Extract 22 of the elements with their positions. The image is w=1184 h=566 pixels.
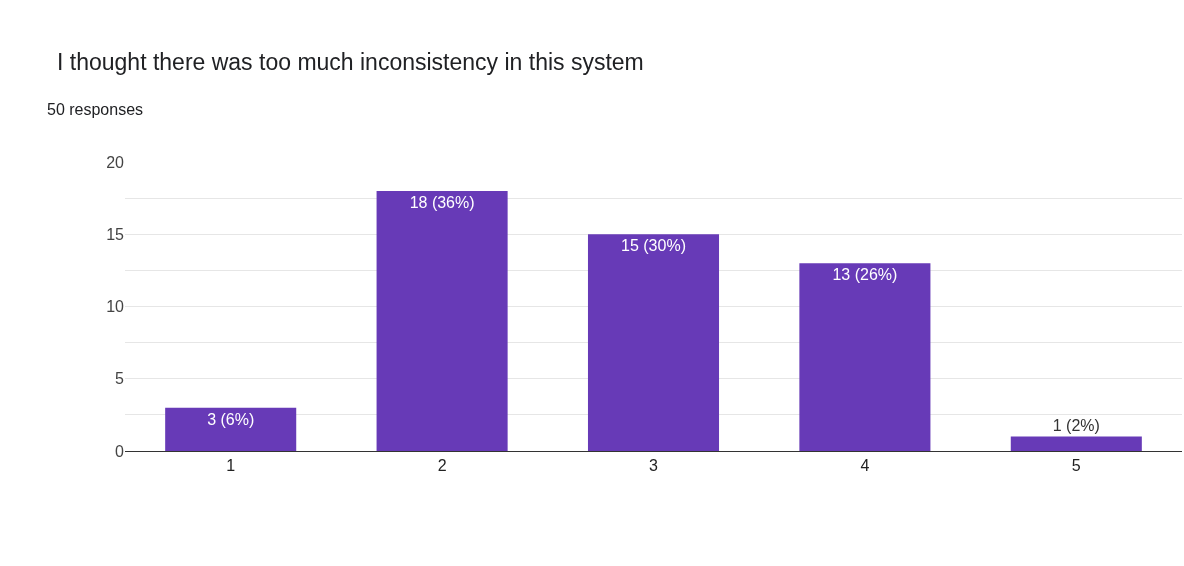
- x-tick-label: 1: [226, 457, 236, 475]
- bar: [165, 407, 297, 451]
- y-tick-label: 20: [106, 153, 125, 171]
- y-tick-label: 0: [115, 442, 125, 460]
- bar: [376, 190, 508, 451]
- data-label: 3 (6%): [207, 410, 255, 428]
- y-tick-label: 15: [106, 225, 125, 243]
- y-tick-label: 10: [106, 298, 125, 316]
- data-label: 1 (2%): [1052, 416, 1100, 434]
- data-label: 18 (36%): [409, 193, 475, 211]
- data-label: 15 (30%): [621, 237, 686, 255]
- x-tick-label: 4: [860, 457, 870, 475]
- bar: [1010, 436, 1142, 451]
- bar: [799, 263, 931, 451]
- chart-title: I thought there was too much inconsistency in this system: [57, 49, 644, 76]
- data-label: 13 (26%): [832, 266, 898, 284]
- x-tick-label: 3: [649, 457, 659, 475]
- x-tick-label: 5: [1071, 457, 1081, 475]
- y-tick-label: 5: [115, 370, 125, 388]
- bar: [587, 234, 720, 451]
- x-tick-label: 2: [437, 457, 447, 475]
- chart-subtitle: 50 responses: [47, 101, 144, 118]
